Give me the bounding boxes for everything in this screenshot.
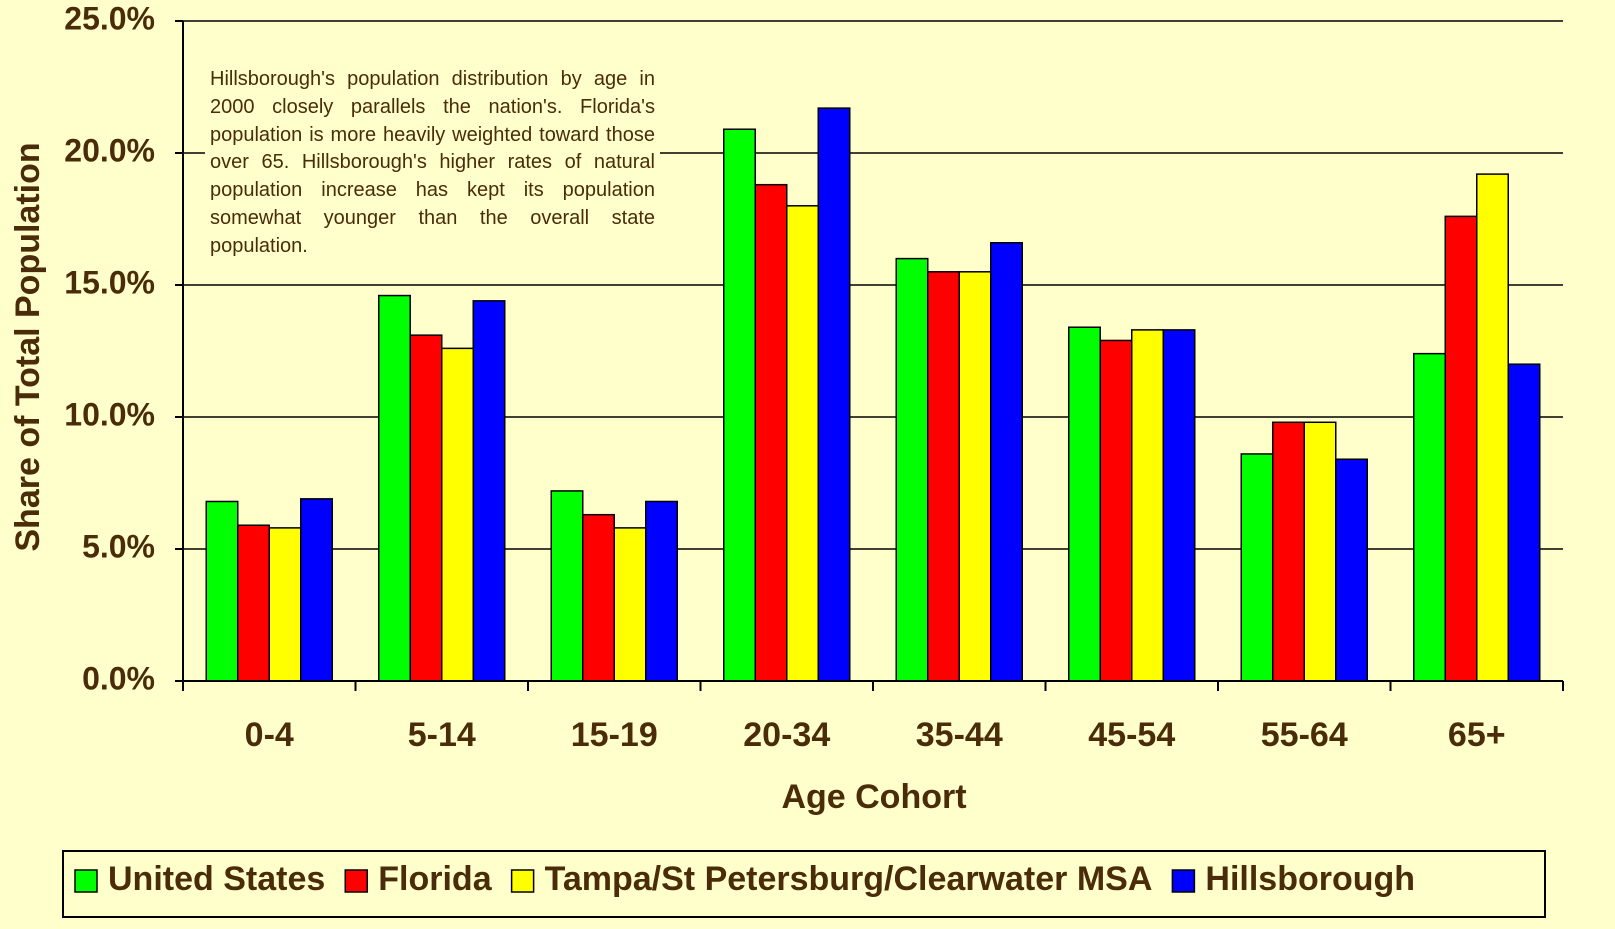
bar <box>723 128 756 682</box>
bar <box>1099 339 1133 682</box>
y-tick-label: 15.0% <box>64 264 155 300</box>
bar <box>1272 421 1305 682</box>
axes: 0.0% 5.0% 10.0% 15.0% 20.0% 25.0% 0-4 5-14 15-19… <box>64 0 1564 754</box>
annotation: Hillsborough's population distribution b… <box>205 66 660 261</box>
annotation-box: Hillsborough's population distribution b… <box>205 66 660 261</box>
x-tick-label: 65+ <box>1448 716 1506 754</box>
legend-box <box>62 850 1546 918</box>
y-tick-label: 10.0% <box>64 396 155 432</box>
legend-swatch <box>1171 869 1196 893</box>
bar <box>205 500 239 682</box>
bar <box>582 513 615 682</box>
x-tick-label: 20-34 <box>743 716 830 754</box>
legend-label: Florida <box>378 860 492 898</box>
bar <box>1303 421 1337 682</box>
bar <box>613 527 647 682</box>
bar <box>237 524 270 682</box>
bar <box>1068 326 1101 682</box>
bar <box>409 334 443 682</box>
bar <box>378 294 411 682</box>
x-tick-label: 0-4 <box>245 716 294 754</box>
y-tick-label: 20.0% <box>64 132 155 168</box>
x-axis-title: Age Cohort <box>781 778 966 816</box>
bar <box>958 271 992 682</box>
bar <box>300 498 333 682</box>
bar <box>441 347 474 682</box>
x-tick-label: 5-14 <box>408 716 476 754</box>
bar <box>1335 458 1368 682</box>
legend-label: United States <box>108 860 325 898</box>
bar <box>1162 329 1196 682</box>
bars <box>205 107 1541 682</box>
x-tick-label: 55-64 <box>1261 716 1348 754</box>
bar <box>550 490 584 682</box>
bar <box>1413 352 1446 682</box>
x-tick-label: 35-44 <box>916 716 1003 754</box>
bar <box>645 500 678 682</box>
bar <box>786 205 819 682</box>
bar <box>1444 215 1478 682</box>
bar <box>268 527 302 682</box>
bar <box>817 107 851 682</box>
x-tick-label: 45-54 <box>1088 716 1175 754</box>
x-tick-label: 15-19 <box>571 716 658 754</box>
bar <box>1131 329 1164 682</box>
legend-swatch <box>344 869 369 893</box>
legend-label: Hillsborough <box>1205 860 1415 898</box>
bar <box>895 257 929 682</box>
bar <box>754 183 788 682</box>
bar <box>472 300 506 682</box>
y-tick-label: 0.0% <box>82 660 155 696</box>
y-axis-title: Share of Total Population <box>9 142 47 551</box>
legend: United States Florida Tampa/St Petersburg/… <box>74 860 1415 898</box>
legend-swatch <box>510 869 535 893</box>
bar <box>927 271 960 682</box>
y-tick-label: 5.0% <box>82 528 155 564</box>
y-tick-label: 25.0% <box>64 0 155 36</box>
bar <box>1507 363 1541 682</box>
legend-swatch <box>74 869 98 893</box>
bar <box>1240 453 1274 682</box>
bar <box>1476 173 1509 682</box>
bar <box>990 242 1023 682</box>
legend-label: Tampa/St Petersburg/Clearwater MSA <box>545 860 1153 898</box>
